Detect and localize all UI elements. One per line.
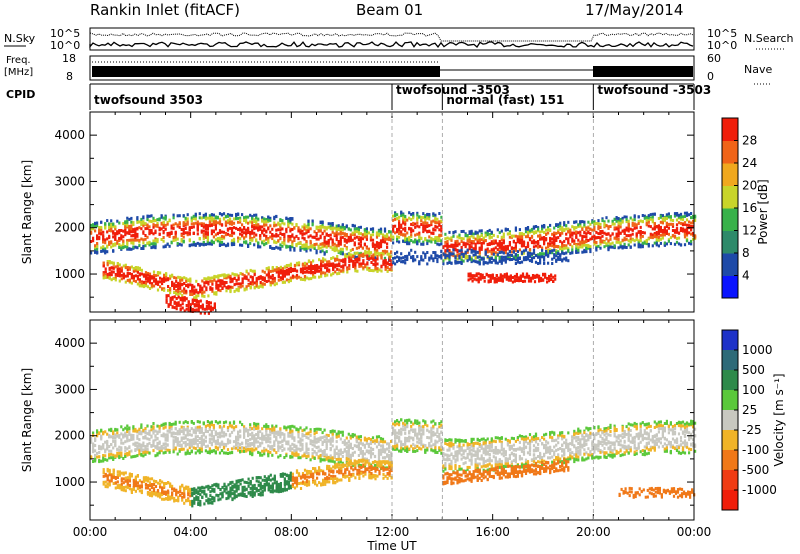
cpid-label: CPID	[6, 88, 35, 101]
x-tick-label: 16:00	[475, 525, 510, 539]
station-title: Rankin Inlet (fitACF)	[90, 1, 240, 19]
nave-label: Nave	[744, 63, 772, 76]
nave-tick-bottom: 0	[707, 70, 714, 83]
x-tick-label: 04:00	[173, 525, 208, 539]
colorbar-tick: 100	[742, 383, 765, 397]
cpid-segment-label: normal (fast) 151	[446, 93, 564, 107]
nsearch-tick-top: 10^5	[707, 27, 737, 40]
nsearch-label: N.Search	[744, 32, 794, 45]
colorbar-tick: 24	[742, 156, 757, 170]
velocity-axes: 00:00 04:00 08:00 12:00 16:00 20:00 00:00 1000 2…	[54, 320, 711, 539]
colorbar-tick: 1000	[742, 343, 773, 357]
colorbar-tick: 28	[742, 134, 757, 148]
colorbar-tick: -500	[742, 463, 769, 477]
freq-tick-bottom: 8	[66, 70, 73, 83]
cpid-segment-label: twofsound -3503	[597, 83, 711, 97]
x-axis-label: Time UT	[366, 539, 417, 553]
x-tick-label: 08:00	[274, 525, 309, 539]
nsky-tick-top: 10^5	[50, 27, 80, 40]
y-tick-label: 3000	[54, 382, 85, 396]
colorbar-tick: 12	[742, 224, 757, 238]
velocity-scatter	[90, 418, 697, 508]
x-tick-label: 00:00	[677, 525, 712, 539]
x-tick-label: 20:00	[576, 525, 611, 539]
colorbar-tick: -100	[742, 443, 769, 457]
colorbar-tick: 8	[742, 246, 750, 260]
cpid-segment-label: twofsound -3503	[396, 83, 510, 97]
power-ylabel: Slant Range [km]	[20, 160, 34, 264]
y-tick-label: 3000	[54, 174, 85, 188]
freq-panel	[89, 55, 695, 81]
y-tick-label: 4000	[54, 128, 85, 142]
power-colorbar-label: Power [dB]	[756, 179, 770, 244]
beam-label: Beam 01	[356, 1, 423, 19]
nave-tick-top: 60	[707, 52, 721, 65]
cpid-segment-label: twofsound 3503	[94, 93, 203, 107]
x-tick-label: 00:00	[73, 525, 108, 539]
nsky-panel	[89, 27, 695, 51]
colorbar-tick: 20	[742, 179, 757, 193]
y-tick-label: 4000	[54, 336, 85, 350]
power-axes: 1000 2000 3000 4000	[54, 112, 695, 312]
velocity-colorbar-label: Velocity [m s⁻¹]	[772, 373, 786, 466]
velocity-colorbar: 1000 500 100 25 -25 -100 -500 -1000	[721, 329, 777, 511]
freq-tick-top: 18	[62, 52, 76, 65]
date-label: 17/May/2014	[585, 1, 683, 19]
velocity-ylabel: Slant Range [km]	[20, 368, 34, 472]
colorbar-tick: 16	[742, 201, 757, 215]
y-tick-label: 1000	[54, 267, 85, 281]
nsearch-tick-bottom: 10^0	[707, 39, 737, 52]
freq-unit: [MHz]	[4, 67, 33, 78]
power-colorbar: 4 8 12 16 20 24 28	[721, 117, 757, 299]
freq-trace	[92, 61, 693, 77]
colorbar-tick: -1000	[742, 483, 777, 497]
colorbar-tick: -25	[742, 423, 762, 437]
nsky-tick-bottom: 10^0	[50, 39, 80, 52]
colorbar-tick: 25	[742, 403, 757, 417]
y-tick-label: 1000	[54, 475, 85, 489]
power-scatter	[90, 210, 697, 315]
x-tick-label: 12:00	[375, 525, 410, 539]
freq-label: Freq.	[6, 55, 31, 66]
y-tick-label: 2000	[54, 221, 85, 235]
colorbar-tick: 4	[742, 269, 750, 283]
nsky-trace	[89, 32, 694, 49]
colorbar-tick: 500	[742, 363, 765, 377]
nsky-label: N.Sky	[4, 32, 36, 45]
y-tick-label: 2000	[54, 429, 85, 443]
